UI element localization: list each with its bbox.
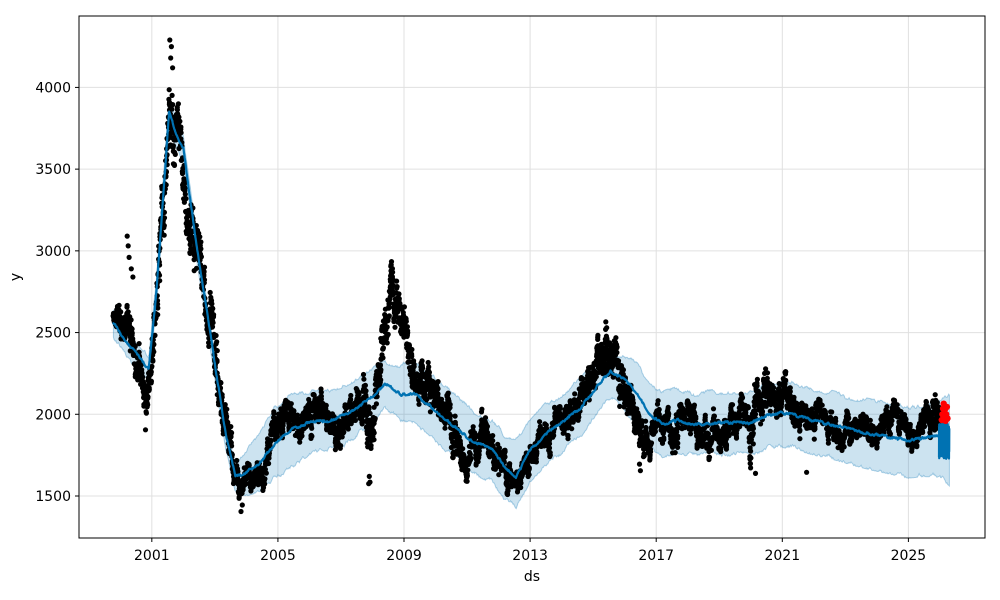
axis-ticks bbox=[75, 86, 909, 542]
x-axis-label: ds bbox=[524, 569, 540, 585]
forecast-tail bbox=[937, 421, 951, 460]
y-tick-label: 2000 bbox=[35, 407, 71, 423]
y-tick-label: 3000 bbox=[35, 244, 71, 260]
y-tick-label: 3500 bbox=[35, 162, 71, 178]
x-tick-label: 2025 bbox=[891, 548, 927, 564]
x-tick-label: 2009 bbox=[386, 548, 422, 564]
y-tick-label: 2500 bbox=[35, 326, 71, 342]
x-tick-label: 2017 bbox=[638, 548, 674, 564]
x-tick-label: 2001 bbox=[134, 548, 170, 564]
tick-labels: 2001 2005 2009 2013 2017 2021 2025 1500 2000 2500… bbox=[35, 80, 926, 564]
anomaly-points bbox=[938, 400, 951, 424]
axes-frame bbox=[78, 15, 986, 539]
y-tick-label: 4000 bbox=[35, 80, 71, 96]
gridlines bbox=[79, 16, 985, 538]
x-tick-label: 2021 bbox=[764, 548, 800, 564]
x-tick-label: 2013 bbox=[512, 548, 548, 564]
y-tick-label: 1500 bbox=[35, 489, 71, 505]
forecast-line bbox=[112, 110, 941, 480]
x-tick-label: 2005 bbox=[260, 548, 296, 564]
y-axis-label: y bbox=[8, 273, 24, 281]
